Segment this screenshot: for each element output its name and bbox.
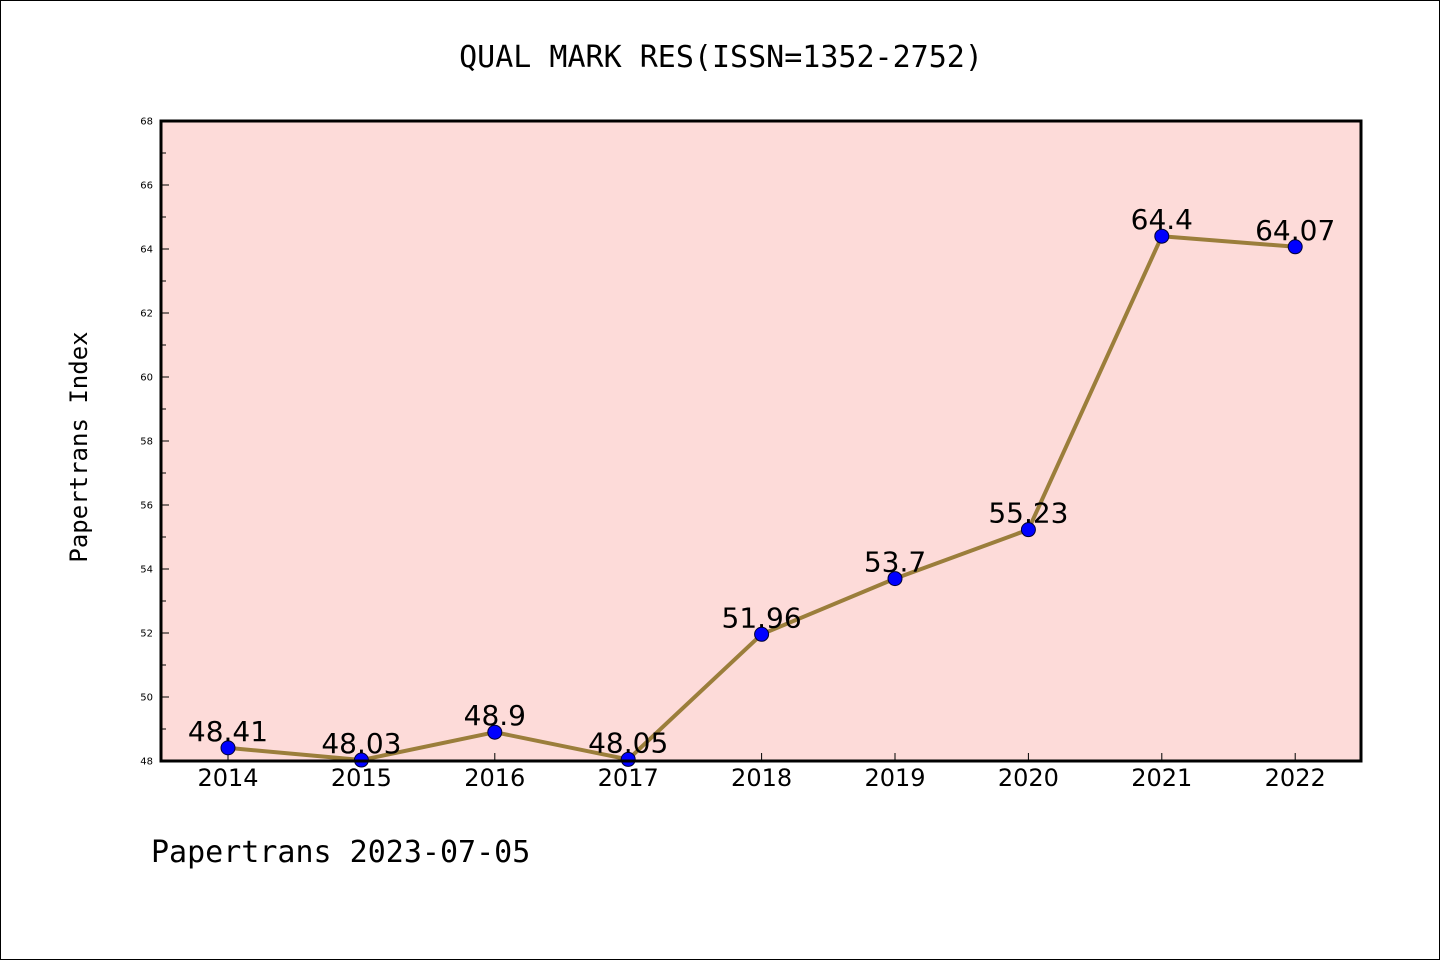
y-tick-label: 48: [140, 757, 153, 768]
data-label: 48.03: [321, 727, 401, 760]
data-label: 51.96: [722, 601, 802, 634]
data-point: [754, 626, 770, 642]
series-layer: 48.41 48.03 48.9 48.05 51.96 53.7 55.23 64.4 64.…: [188, 203, 1335, 768]
x-tick-label: 2017: [598, 764, 659, 792]
y-tick-label: 50: [140, 693, 153, 704]
data-label: 48.05: [588, 726, 668, 759]
x-tick-label: 2015: [331, 764, 392, 792]
data-point: [887, 571, 903, 587]
y-tick-label: 68: [140, 117, 153, 128]
y-tick-label: 62: [140, 309, 153, 320]
x-tick-label: 2018: [731, 764, 792, 792]
y-tick-label: 54: [140, 565, 153, 576]
y-tick-label: 64: [140, 245, 153, 256]
x-tick-label: 2016: [464, 764, 525, 792]
data-point: [1154, 228, 1170, 244]
data-label: 53.7: [864, 546, 926, 579]
plot-area: [161, 121, 1361, 761]
y-tick-label: 60: [140, 373, 153, 384]
data-point: [620, 751, 636, 767]
plot-frame: [159, 119, 1363, 763]
y-axis-label: Papertrans Index: [65, 331, 93, 562]
data-label: 48.9: [464, 699, 526, 732]
data-label: 64.4: [1131, 203, 1193, 236]
data-point: [1020, 522, 1036, 538]
y-tick-label: 66: [140, 181, 153, 192]
data-point: [487, 724, 503, 740]
x-tick-label: 2014: [197, 764, 258, 792]
x-tick-label: 2021: [1131, 764, 1192, 792]
chart-title: QUAL MARK RES(ISSN=1352-2752): [459, 40, 983, 75]
y-tick-label: 56: [140, 501, 153, 512]
data-point: [220, 740, 236, 756]
data-label: 55.23: [988, 497, 1068, 530]
data-point: [1287, 239, 1303, 255]
x-tick-label: 2022: [1265, 764, 1326, 792]
x-tick-label: 2019: [864, 764, 925, 792]
data-label: 48.41: [188, 715, 268, 748]
x-tick-label: 2020: [998, 764, 1059, 792]
y-tick-label: 52: [140, 629, 153, 640]
y-tick-label: 58: [140, 437, 153, 448]
x-axis: 2014 2015 2016 2017 2018 2019 2020 2021 2022: [197, 753, 1326, 792]
footer-note: Papertrans 2023-07-05: [151, 835, 531, 870]
data-label: 64.07: [1255, 214, 1335, 247]
